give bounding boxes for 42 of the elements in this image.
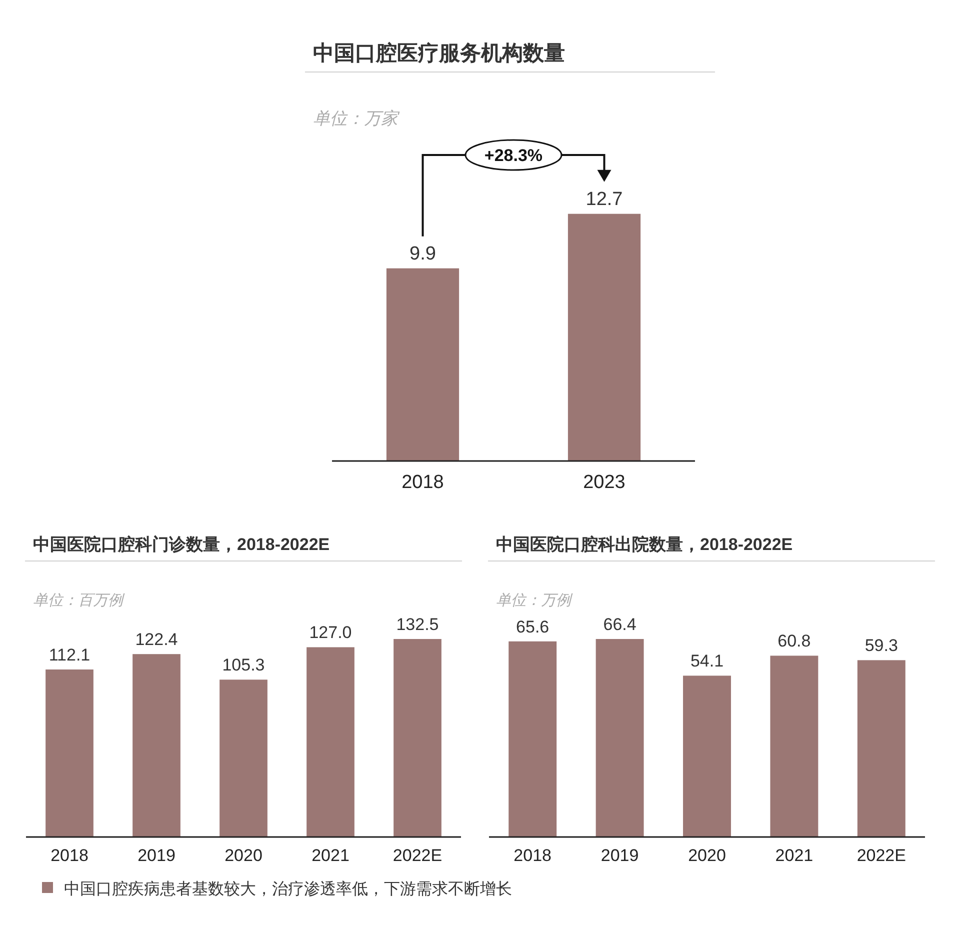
- data-label: 122.4: [135, 630, 178, 650]
- x-tick-label: 2020: [224, 846, 262, 865]
- x-tick-label: 2022E: [392, 846, 442, 865]
- bar: [683, 676, 731, 837]
- data-label: 105.3: [222, 656, 265, 675]
- bar: [508, 641, 557, 837]
- data-label: 59.3: [864, 636, 898, 656]
- bar: [596, 639, 644, 837]
- bar: [46, 669, 94, 837]
- data-label: 66.4: [603, 615, 636, 634]
- data-label: 9.9: [410, 243, 436, 264]
- text: +28.3%: [484, 146, 543, 165]
- bar: [857, 660, 906, 837]
- chart-title: 中国口腔医疗服务机构数量: [313, 41, 565, 65]
- chart-title: 中国医院口腔科出院数量，2018-2022E: [496, 535, 793, 554]
- chart-subtitle: 单位：百万例: [33, 592, 125, 609]
- x-tick-label: 2019: [600, 846, 639, 865]
- bar: [132, 654, 180, 837]
- bar: [306, 647, 354, 837]
- x-tick-label: 2020: [688, 846, 726, 865]
- x-tick-label: 2022E: [856, 846, 906, 865]
- chart-title: 中国医院口腔科门诊数量，2018-2022E: [33, 535, 330, 554]
- x-tick-label: 2018: [514, 846, 552, 865]
- bar: [770, 656, 818, 837]
- data-label: 12.7: [586, 188, 623, 210]
- data-label: 60.8: [778, 632, 811, 651]
- bar: [394, 639, 442, 837]
- data-label: 132.5: [396, 615, 439, 634]
- chart-subtitle: 单位：万家: [313, 109, 400, 128]
- data-label: 54.1: [690, 652, 724, 671]
- data-label: 112.1: [48, 645, 90, 664]
- x-tick-label: 2021: [312, 846, 350, 865]
- x-tick-label: 2021: [775, 846, 814, 865]
- data-label: 127.0: [309, 623, 352, 642]
- x-tick-label: 2018: [402, 472, 444, 493]
- bar: [220, 680, 268, 837]
- x-tick-label: 2019: [138, 846, 176, 865]
- data-label: 65.6: [516, 617, 550, 636]
- chart-subtitle: 单位：万例: [496, 592, 573, 609]
- x-tick-label: 2018: [50, 846, 88, 865]
- text: 中国口腔疾病患者基数较大，治疗渗透率低，下游需求不断增长: [64, 880, 512, 898]
- x-tick-label: 2023: [583, 472, 626, 493]
